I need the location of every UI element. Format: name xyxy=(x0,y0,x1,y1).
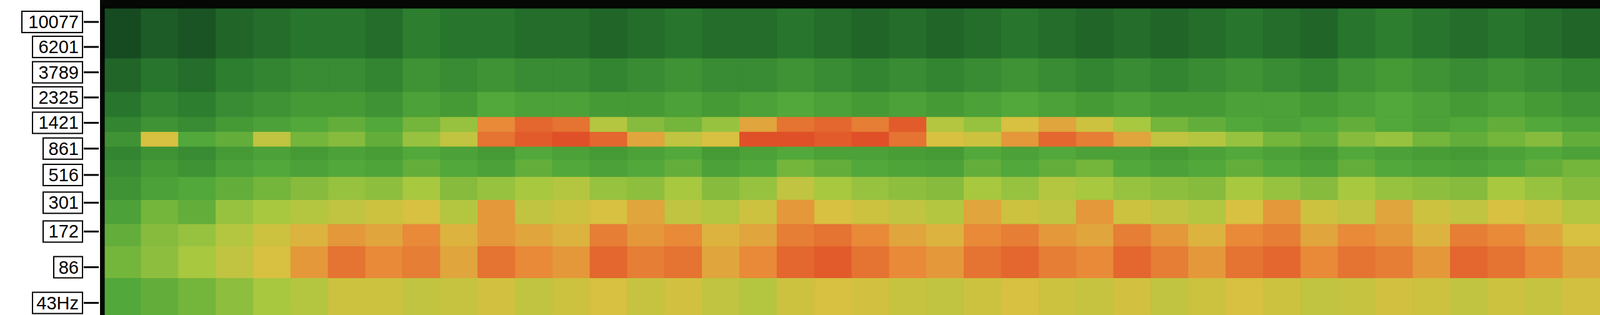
svg-text:10077: 10077 xyxy=(28,11,79,32)
svg-text:301: 301 xyxy=(48,192,79,213)
svg-text:516: 516 xyxy=(48,165,79,185)
svg-text:3789: 3789 xyxy=(38,62,79,83)
svg-text:1421: 1421 xyxy=(38,112,79,133)
svg-text:172: 172 xyxy=(48,221,79,242)
svg-text:6201: 6201 xyxy=(38,36,79,57)
svg-text:43Hz: 43Hz xyxy=(36,293,79,314)
svg-text:86: 86 xyxy=(58,257,79,278)
svg-text:861: 861 xyxy=(48,138,79,159)
svg-text:2325: 2325 xyxy=(38,87,79,108)
